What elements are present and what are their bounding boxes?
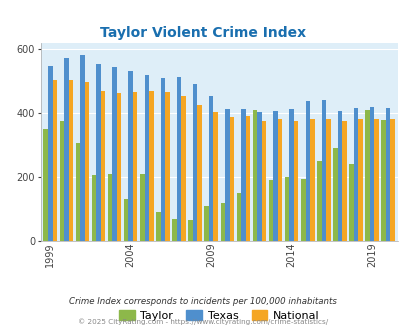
Bar — [293, 121, 298, 241]
Bar — [257, 112, 261, 241]
Bar — [316, 161, 321, 241]
Bar — [325, 118, 330, 241]
Bar — [192, 84, 197, 241]
Bar — [268, 180, 273, 241]
Bar — [96, 64, 100, 241]
Bar — [348, 164, 353, 241]
Bar — [381, 119, 385, 241]
Bar — [333, 148, 337, 241]
Bar — [133, 92, 137, 241]
Bar — [112, 68, 117, 241]
Bar — [224, 109, 229, 241]
Bar — [100, 91, 105, 241]
Bar — [241, 109, 245, 241]
Bar — [144, 75, 149, 241]
Bar — [229, 117, 233, 241]
Bar — [220, 203, 224, 241]
Bar — [357, 118, 362, 241]
Bar — [390, 118, 394, 241]
Bar — [156, 212, 160, 241]
Bar — [117, 93, 121, 241]
Bar — [92, 176, 96, 241]
Bar — [385, 108, 390, 241]
Bar — [309, 119, 314, 241]
Bar — [128, 71, 133, 241]
Legend: Taylor, Texas, National: Taylor, Texas, National — [114, 306, 323, 325]
Bar — [213, 112, 217, 241]
Bar — [364, 110, 369, 241]
Bar — [188, 220, 192, 241]
Bar — [52, 80, 57, 241]
Text: © 2025 CityRating.com - https://www.cityrating.com/crime-statistics/: © 2025 CityRating.com - https://www.city… — [78, 318, 327, 325]
Bar — [43, 129, 48, 241]
Bar — [140, 174, 144, 241]
Bar — [85, 82, 89, 241]
Bar — [209, 96, 213, 241]
Bar — [68, 80, 73, 241]
Bar — [108, 174, 112, 241]
Bar — [373, 118, 378, 241]
Bar — [204, 206, 209, 241]
Bar — [124, 199, 128, 241]
Bar — [289, 109, 293, 241]
Bar — [176, 77, 181, 241]
Bar — [284, 177, 289, 241]
Bar — [353, 108, 357, 241]
Bar — [75, 143, 80, 241]
Bar — [369, 107, 373, 241]
Bar — [277, 119, 281, 241]
Bar — [181, 96, 185, 241]
Bar — [236, 193, 241, 241]
Text: Taylor Violent Crime Index: Taylor Violent Crime Index — [100, 26, 305, 40]
Bar — [160, 78, 165, 241]
Bar — [273, 111, 277, 241]
Bar — [337, 111, 341, 241]
Bar — [165, 92, 169, 241]
Bar — [149, 91, 153, 241]
Bar — [48, 66, 52, 241]
Bar — [261, 121, 266, 241]
Bar — [300, 179, 305, 241]
Bar — [80, 55, 85, 241]
Bar — [172, 218, 176, 241]
Text: Crime Index corresponds to incidents per 100,000 inhabitants: Crime Index corresponds to incidents per… — [69, 297, 336, 307]
Bar — [197, 105, 201, 241]
Bar — [64, 58, 68, 241]
Bar — [305, 101, 309, 241]
Bar — [252, 110, 257, 241]
Bar — [245, 116, 249, 241]
Bar — [60, 121, 64, 241]
Bar — [321, 100, 325, 241]
Bar — [341, 121, 346, 241]
